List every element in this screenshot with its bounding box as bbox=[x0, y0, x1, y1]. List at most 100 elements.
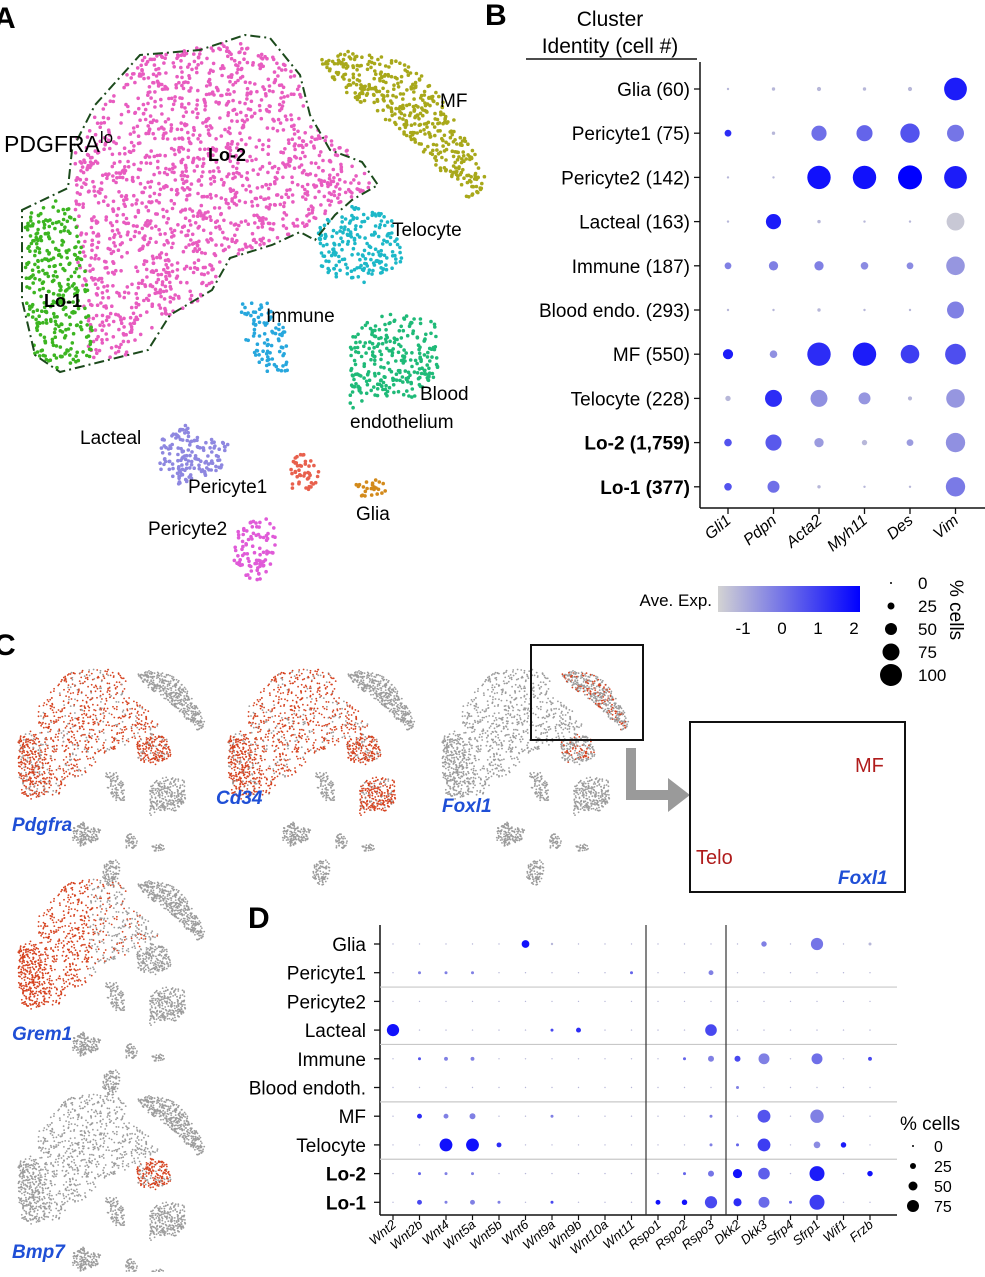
cell-point bbox=[231, 83, 235, 87]
cell-point bbox=[295, 475, 299, 479]
cell-point bbox=[155, 751, 157, 753]
panel-letter-c: C bbox=[0, 629, 16, 662]
cell-point bbox=[222, 219, 226, 223]
cell-point bbox=[392, 383, 396, 387]
cell-point bbox=[45, 272, 49, 276]
cell-point bbox=[360, 355, 364, 359]
cell-point bbox=[184, 216, 188, 220]
cell-point bbox=[461, 168, 465, 172]
cell-point bbox=[253, 551, 257, 555]
cell-point bbox=[272, 58, 276, 62]
cell-point bbox=[118, 315, 122, 319]
cell-point bbox=[410, 365, 414, 369]
dot bbox=[770, 350, 778, 358]
cell-point bbox=[420, 372, 424, 376]
cell-point bbox=[58, 709, 60, 711]
cell-point bbox=[94, 753, 96, 755]
cell-point bbox=[235, 171, 239, 175]
cell-point bbox=[337, 146, 341, 150]
cell-point bbox=[78, 192, 82, 196]
cell-point bbox=[72, 332, 76, 336]
cell-point bbox=[148, 127, 152, 131]
cell-point bbox=[162, 290, 166, 294]
cell-point bbox=[160, 673, 162, 675]
cell-point bbox=[208, 170, 212, 174]
cell-point bbox=[87, 190, 91, 194]
cell-point bbox=[136, 66, 140, 70]
cell-point bbox=[197, 55, 201, 59]
cell-point bbox=[231, 165, 235, 169]
cell-point bbox=[233, 59, 237, 63]
cell-point bbox=[54, 323, 58, 327]
cell-point bbox=[118, 740, 120, 742]
cell-point bbox=[358, 340, 362, 344]
cell-point bbox=[26, 760, 28, 762]
cell-point bbox=[144, 108, 148, 112]
cell-point bbox=[346, 272, 350, 276]
cell-point bbox=[126, 702, 128, 704]
cell-point bbox=[474, 162, 478, 166]
cell-point bbox=[148, 85, 152, 89]
cell-point bbox=[95, 234, 99, 238]
cell-point bbox=[198, 710, 200, 712]
cell-point bbox=[153, 676, 155, 678]
cell-point bbox=[146, 739, 148, 741]
cell-point bbox=[30, 759, 32, 761]
cell-point bbox=[86, 166, 90, 170]
cell-point bbox=[116, 740, 118, 742]
cell-point bbox=[94, 348, 98, 352]
cell-point bbox=[323, 224, 327, 228]
cell-point bbox=[139, 736, 141, 738]
cell-point bbox=[109, 772, 111, 774]
cell-point bbox=[107, 296, 111, 300]
cell-point bbox=[98, 349, 102, 353]
cell-point bbox=[191, 698, 193, 700]
cell-point bbox=[78, 264, 82, 268]
cell-point bbox=[107, 721, 109, 723]
cell-point bbox=[409, 85, 413, 89]
cell-point bbox=[77, 275, 81, 279]
cell-point bbox=[173, 202, 177, 206]
cell-point bbox=[30, 798, 32, 800]
cell-point bbox=[191, 706, 193, 708]
cell-point bbox=[64, 334, 68, 338]
cell-point bbox=[72, 742, 74, 744]
cell-point bbox=[400, 256, 404, 260]
cell-point bbox=[86, 701, 88, 703]
cell-point bbox=[102, 147, 106, 151]
cell-point bbox=[184, 234, 188, 238]
cell-point bbox=[129, 713, 131, 715]
cell-point bbox=[45, 743, 47, 745]
cell-point bbox=[271, 118, 275, 122]
cell-point bbox=[174, 178, 178, 182]
cell-point bbox=[412, 329, 416, 333]
cell-point bbox=[220, 134, 224, 138]
cell-point bbox=[301, 185, 305, 189]
cell-point bbox=[132, 312, 136, 316]
cell-point bbox=[109, 777, 111, 779]
cell-point bbox=[187, 74, 191, 78]
cell-point bbox=[76, 718, 78, 720]
cell-point bbox=[349, 354, 353, 358]
cell-point bbox=[208, 133, 212, 137]
cell-point bbox=[79, 321, 83, 325]
cell-point bbox=[181, 186, 185, 190]
cell-point bbox=[39, 771, 41, 773]
cell-point bbox=[181, 428, 185, 432]
cell-point bbox=[20, 735, 22, 737]
cell-point bbox=[111, 165, 115, 169]
cell-point bbox=[193, 169, 197, 173]
cell-point bbox=[105, 306, 109, 310]
cell-point bbox=[38, 792, 40, 794]
cell-point bbox=[143, 675, 145, 677]
cell-point bbox=[226, 237, 230, 241]
cell-point bbox=[167, 117, 171, 121]
cell-point bbox=[244, 219, 248, 223]
cell-point bbox=[59, 345, 63, 349]
cell-point bbox=[74, 744, 76, 746]
cell-point bbox=[21, 751, 23, 753]
cell-point bbox=[170, 263, 174, 267]
cell-point bbox=[170, 123, 174, 127]
cell-point bbox=[77, 240, 81, 244]
cell-point bbox=[336, 196, 340, 200]
